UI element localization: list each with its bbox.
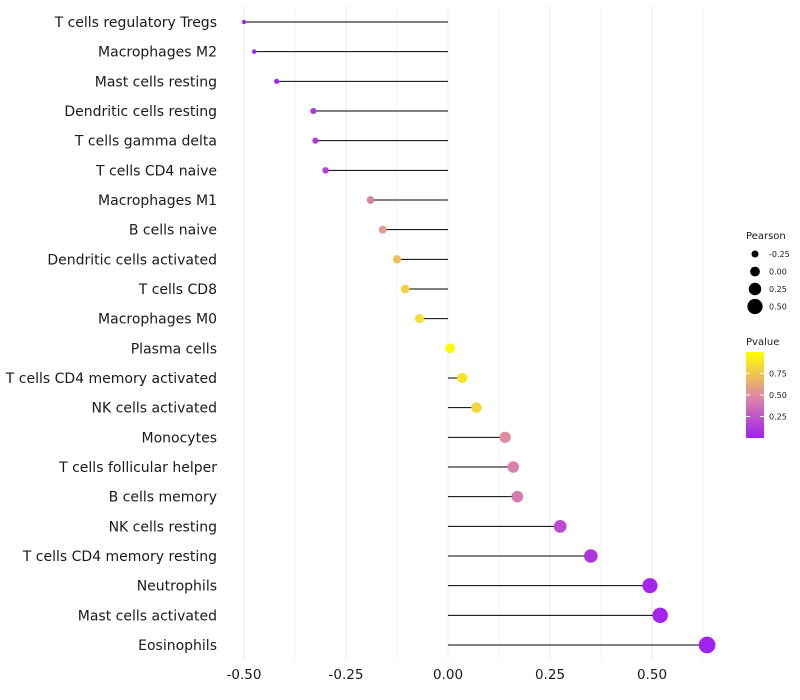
category-label-1: Macrophages M2 <box>98 45 217 61</box>
point-17 <box>553 519 567 533</box>
category-label-6: Macrophages M1 <box>98 193 217 209</box>
category-labels: T cells regulatory Tregs Macrophages M2 Ma… <box>5 15 217 654</box>
color-legend-label-2: 0.25 <box>769 413 787 422</box>
category-label-2: Mast cells resting <box>95 74 217 90</box>
size-legend-label-0: -0.25 <box>769 250 790 259</box>
category-label-17: NK cells resting <box>109 519 217 535</box>
size-legend-label-1: 0.00 <box>769 268 787 277</box>
point-10 <box>414 314 424 324</box>
category-label-10: Macrophages M0 <box>98 312 217 328</box>
point-11 <box>445 343 455 354</box>
point-15 <box>507 461 520 473</box>
category-label-13: NK cells activated <box>92 401 217 417</box>
point-14 <box>499 431 511 443</box>
point-9 <box>400 284 410 294</box>
point-3 <box>310 107 317 115</box>
category-label-16: B cells memory <box>109 490 217 506</box>
size-legend-label-2: 0.25 <box>769 285 787 294</box>
point-18 <box>584 549 598 563</box>
size-legend-key-1 <box>750 266 760 277</box>
x-axis-tick-labels: -0.50 -0.25 0.00 0.25 0.50 <box>227 667 668 683</box>
point-4 <box>312 137 319 144</box>
category-label-7: B cells naive <box>129 223 217 239</box>
category-label-0: T cells regulatory Tregs <box>54 15 217 31</box>
category-label-8: Dendritic cells activated <box>47 252 217 268</box>
category-label-5: T cells CD4 naive <box>95 163 217 179</box>
point-7 <box>378 225 387 234</box>
point-16 <box>511 490 524 503</box>
size-legend-label-3: 0.50 <box>769 303 787 312</box>
point-5 <box>322 167 329 174</box>
lollipop-points <box>241 19 716 654</box>
point-12 <box>457 372 468 384</box>
category-label-12: T cells CD4 memory activated <box>5 371 217 387</box>
size-legend-key-2 <box>748 282 762 296</box>
color-legend-label-1: 0.50 <box>769 391 787 400</box>
x-tick-label-2: 0.00 <box>433 667 463 683</box>
category-label-18: T cells CD4 memory resting <box>22 549 217 565</box>
x-tick-label-4: 0.50 <box>637 667 667 683</box>
color-legend: Pvalue 0.75 0.50 0.25 <box>746 337 787 438</box>
x-tick-label-0: -0.50 <box>227 667 262 683</box>
category-label-21: Eosinophils <box>138 638 217 654</box>
category-label-15: T cells follicular helper <box>58 460 217 476</box>
point-6 <box>366 196 375 204</box>
point-0 <box>241 19 247 25</box>
point-19 <box>642 578 658 594</box>
x-tick-label-3: 0.25 <box>535 667 565 683</box>
lollipop-stems <box>244 21 708 646</box>
x-tick-label-1: -0.25 <box>329 667 364 683</box>
color-legend-label-0: 0.75 <box>769 370 787 379</box>
size-legend-key-3 <box>747 298 763 315</box>
category-label-11: Plasma cells <box>131 341 217 357</box>
category-label-19: Neutrophils <box>137 579 217 595</box>
color-legend-bar <box>746 352 764 438</box>
point-1 <box>251 49 257 54</box>
size-legend-title: Pearson <box>746 231 786 242</box>
color-legend-title: Pvalue <box>746 337 779 348</box>
point-20 <box>652 607 668 624</box>
grid-lines <box>243 6 704 660</box>
category-label-9: T cells CD8 <box>138 282 217 298</box>
point-8 <box>392 255 402 264</box>
size-legend: Pearson -0.25 0.00 0.25 0.50 <box>746 231 790 315</box>
category-label-14: Monocytes <box>142 430 217 446</box>
point-21 <box>698 636 716 654</box>
category-label-3: Dendritic cells resting <box>64 104 217 120</box>
category-label-20: Mast cells activated <box>78 608 217 624</box>
point-2 <box>274 78 280 84</box>
point-13 <box>471 402 482 413</box>
category-label-4: T cells gamma delta <box>74 134 217 150</box>
size-legend-key-0 <box>751 250 759 258</box>
